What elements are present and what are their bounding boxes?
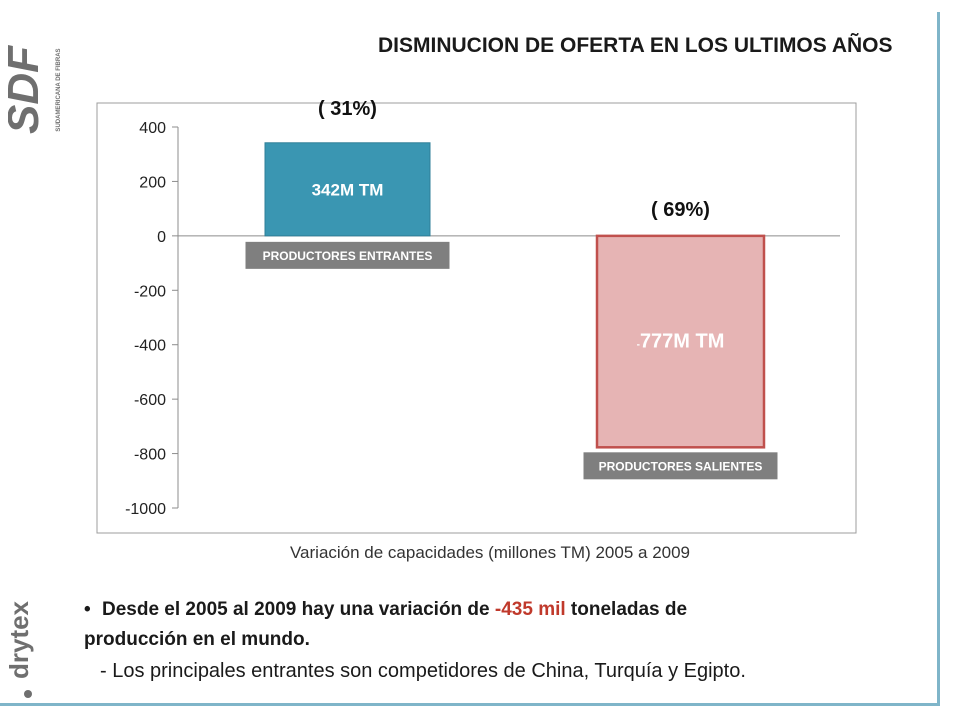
bar-chart: 400 200 0 -200 -400 -600 -800 -1000 342M TM ( 31…	[96, 98, 857, 562]
bullet-1-continuation: producción en el mundo.	[84, 629, 310, 650]
bullet-list: • Desde el 2005 al 2009 hay una variación…	[84, 595, 944, 687]
bullet-1-text-a: Desde el 2005 al 2009 hay una variación …	[102, 599, 495, 620]
bar-data-label-value: 342M TM	[312, 180, 384, 199]
y-tick-label: 0	[157, 229, 166, 246]
y-tick-label: -200	[134, 283, 166, 300]
category-label: PRODUCTORES ENTRANTES	[263, 249, 433, 263]
y-axis: 400 200 0 -200 -400 -600 -800 -1000	[125, 120, 840, 518]
y-tick-label: -400	[134, 338, 166, 355]
slide-title: DISMINUCION DE OFERTA EN LOS ULTIMOS AÑO…	[378, 34, 893, 57]
y-tick-label: -1000	[125, 501, 166, 518]
bar-data-label: 342M TM	[312, 180, 384, 199]
bar-data-label-value: 777M TM	[640, 331, 724, 353]
drytex-logo-text: drytex	[8, 600, 34, 679]
slide-frame	[0, 12, 940, 706]
category-label-box	[245, 241, 450, 269]
bullet-1-highlight: -435 mil	[494, 599, 566, 620]
bars: 342M TM ( 31%) PRODUCTORES ENTRANTES -777M …	[245, 98, 778, 480]
bullet-symbol: •	[84, 599, 91, 620]
y-tick-label: -600	[134, 392, 166, 409]
bar-data-label: -777M TM	[637, 331, 725, 353]
sdf-logo-subtext: SUDAMERICANA DE FIBRAS	[56, 48, 62, 131]
bar-share-label: ( 31%)	[318, 98, 377, 120]
bullet-item-2: - Los principales entrantes son competid…	[100, 660, 746, 682]
drytex-logo: drytex	[8, 600, 34, 698]
sdf-logo: SDF SUDAMERICANA DE FIBRAS	[8, 45, 62, 134]
bar-entrantes	[264, 142, 431, 237]
category-label-box	[583, 452, 778, 480]
bar-data-label-prefix: -	[637, 340, 640, 351]
x-axis-label: Variación de capacidades (millones TM) 2…	[290, 543, 690, 562]
y-tick-label: 400	[139, 120, 166, 137]
bullet-1-text-b: toneladas de	[565, 599, 688, 620]
y-tick-label: 200	[139, 174, 166, 191]
drytex-logo-mark	[24, 690, 32, 698]
category-label: PRODUCTORES SALIENTES	[599, 459, 763, 473]
bar-share-label: ( 69%)	[651, 199, 710, 221]
sdf-logo-text: SDF	[8, 45, 48, 134]
bar-salientes	[595, 234, 766, 449]
y-tick-label: -800	[134, 447, 166, 464]
bullet-item-1: • Desde el 2005 al 2009 hay una variación…	[84, 595, 944, 625]
